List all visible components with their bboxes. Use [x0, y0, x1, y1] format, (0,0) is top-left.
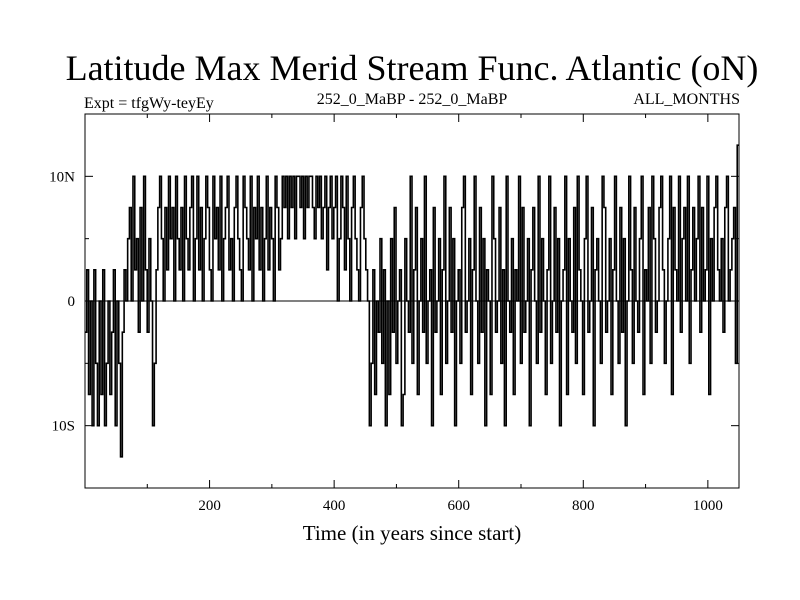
x-tick-label: 200	[198, 498, 221, 514]
months-label: ALL_MONTHS	[633, 91, 740, 108]
data-layer	[85, 144, 739, 458]
plot-frame	[84, 113, 740, 489]
experiment-label: Expt = tfgWy-teyEy	[84, 95, 214, 112]
chart-title: Latitude Max Merid Stream Func. Atlantic…	[66, 48, 759, 88]
x-tick-label: 1000	[693, 498, 723, 514]
y-tick-label: 10N	[49, 169, 75, 185]
x-tick-label: 400	[323, 498, 346, 514]
y-tick-label: 0	[68, 294, 76, 310]
series-line	[85, 144, 739, 458]
period-label: 252_0_MaBP - 252_0_MaBP	[317, 91, 508, 108]
x-tick-label: 600	[447, 498, 470, 514]
y-tick-label: 10S	[52, 419, 75, 435]
axis-layer: 200 400 600 800 1000 10N 0 10S	[49, 113, 739, 514]
x-axis-label: Time (in years since start)	[303, 521, 522, 545]
x-tick-label: 800	[572, 498, 595, 514]
